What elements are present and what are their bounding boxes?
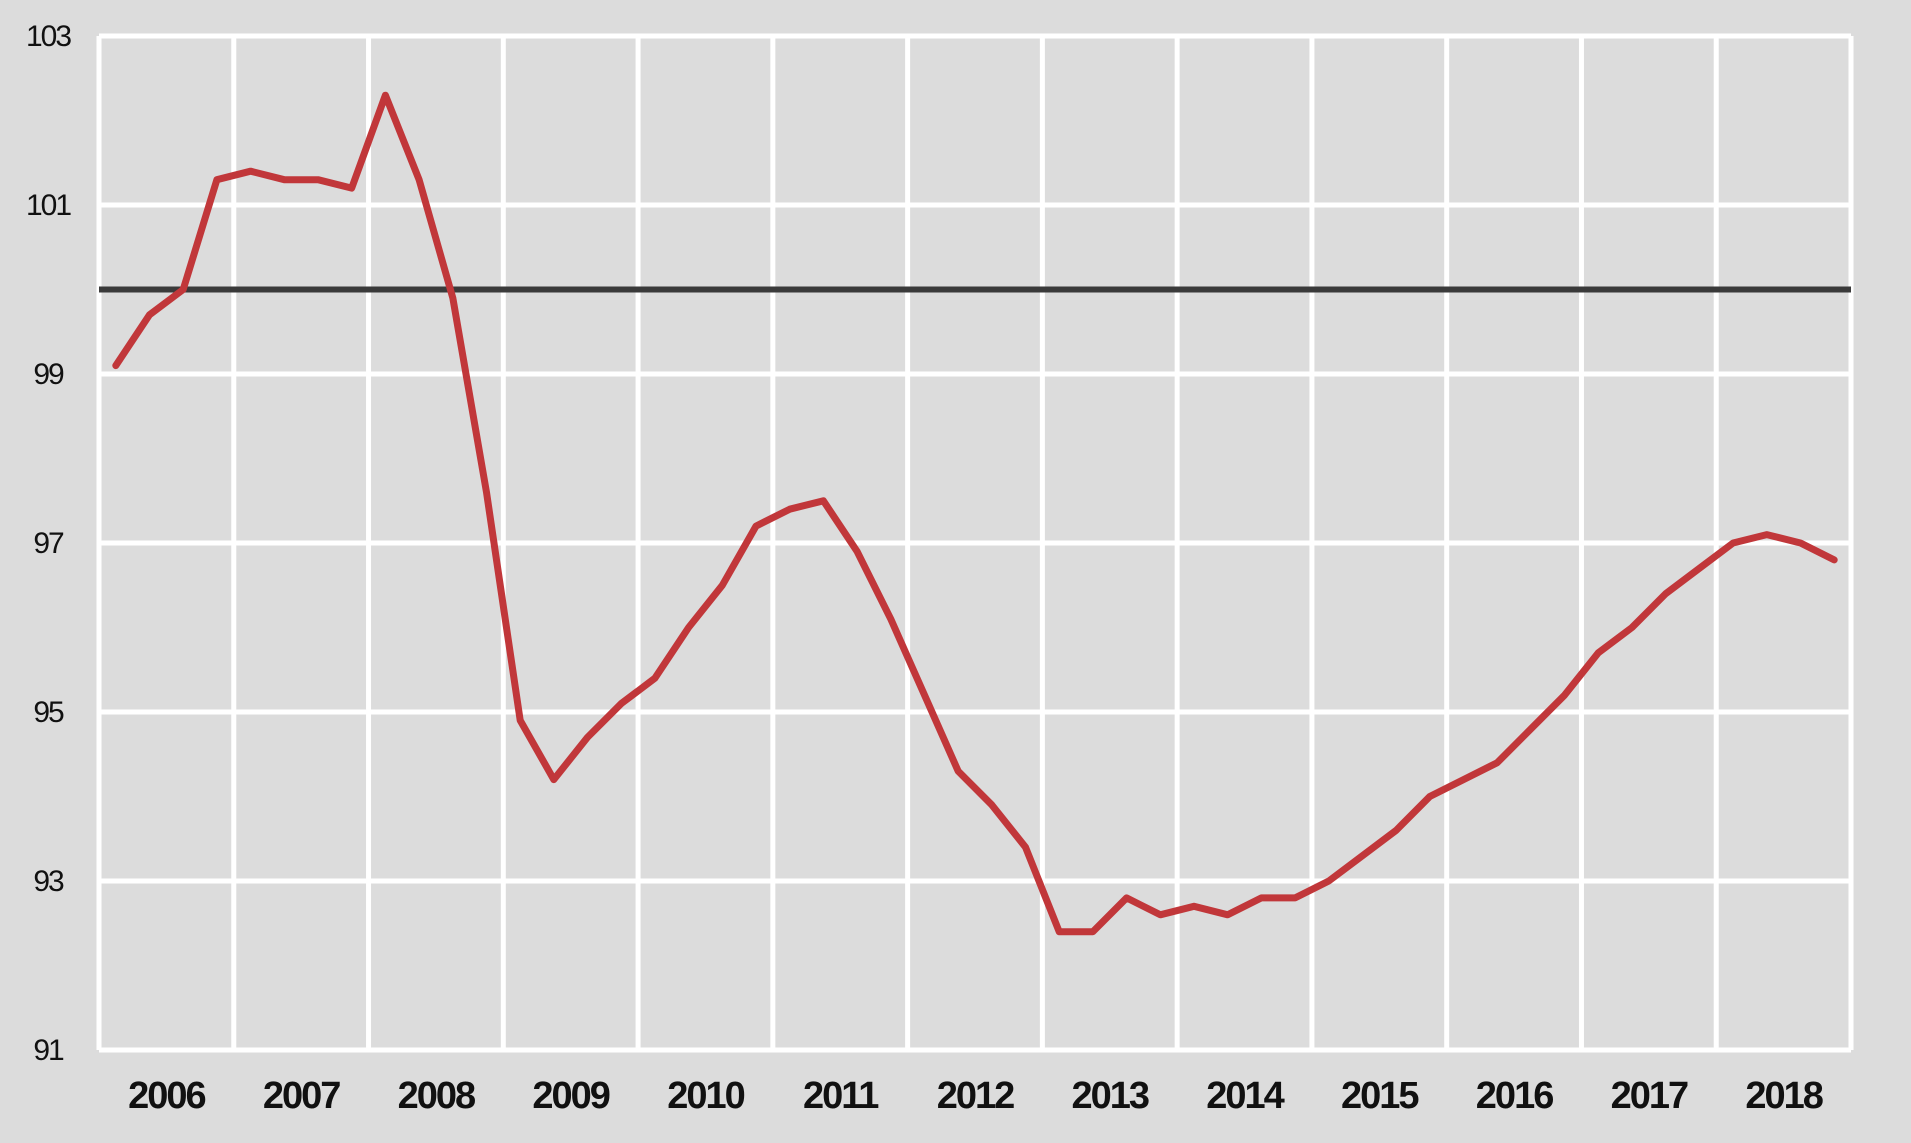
series-line	[112, 91, 1838, 936]
data-point	[688, 627, 689, 628]
y-tick-label: 95	[33, 696, 64, 729]
x-tick-label: 2009	[532, 1075, 609, 1117]
x-tick-label: 2010	[667, 1075, 744, 1117]
data-point	[958, 771, 959, 772]
data-point	[1328, 881, 1329, 882]
x-tick-label: 2016	[1476, 1075, 1553, 1117]
y-tick-label: 93	[33, 865, 64, 898]
data-point	[823, 500, 824, 501]
data-point	[1092, 931, 1093, 932]
data-point	[351, 188, 352, 189]
x-tick-label: 2017	[1611, 1075, 1688, 1117]
data-point	[419, 179, 420, 180]
data-point	[991, 804, 992, 805]
data-point	[1598, 652, 1599, 653]
data-point	[1530, 728, 1531, 729]
data-point	[1834, 559, 1835, 560]
data-point	[553, 779, 554, 780]
data-point	[250, 171, 251, 172]
data-point	[1194, 906, 1195, 907]
x-tick-label: 2018	[1745, 1075, 1822, 1117]
data-point	[1160, 914, 1161, 915]
data-point	[1632, 627, 1633, 628]
x-tick-label: 2008	[398, 1075, 475, 1117]
x-tick-label: 2011	[803, 1075, 879, 1117]
data-point	[115, 365, 116, 366]
data-point	[1396, 830, 1397, 831]
data-point	[857, 551, 858, 552]
data-point	[318, 179, 319, 180]
y-tick-label: 101	[26, 189, 71, 222]
data-point	[722, 585, 723, 586]
data-point	[924, 695, 925, 696]
data-point	[1665, 593, 1666, 594]
data-point	[216, 179, 217, 180]
x-tick-label: 2012	[937, 1075, 1014, 1117]
y-axis-tick-labels: 91 93 95 97 99 101 103	[26, 20, 73, 1067]
data-point	[1800, 543, 1801, 544]
data-point	[587, 737, 588, 738]
data-point	[890, 619, 891, 620]
data-point	[1463, 779, 1464, 780]
data-point	[1564, 695, 1565, 696]
data-point	[1025, 847, 1026, 848]
data-point	[1362, 855, 1363, 856]
y-tick-label: 103	[26, 20, 71, 53]
data-point	[1429, 796, 1430, 797]
data-point	[1261, 897, 1262, 898]
data-point	[183, 289, 184, 290]
data-point	[1295, 897, 1296, 898]
series-layer	[112, 91, 1838, 936]
x-tick-label: 2015	[1341, 1075, 1419, 1117]
y-tick-label: 91	[33, 1034, 64, 1067]
x-axis-tick-labels: 2006 2007 2008 2009 2010 2011 2012 2013 2014 2015…	[128, 1075, 1825, 1117]
data-point	[654, 678, 655, 679]
x-tick-label: 2007	[263, 1075, 340, 1117]
data-point	[486, 492, 487, 493]
data-point	[385, 95, 386, 96]
y-tick-label: 99	[33, 358, 64, 391]
data-point	[1699, 568, 1700, 569]
data-point	[756, 526, 757, 527]
y-tick-label: 97	[33, 527, 64, 560]
data-point	[452, 297, 453, 298]
data-point	[789, 509, 790, 510]
x-tick-label: 2013	[1071, 1075, 1148, 1117]
data-point	[520, 720, 521, 721]
data-point	[621, 703, 622, 704]
data-point	[1497, 762, 1498, 763]
x-tick-label: 2014	[1206, 1075, 1284, 1117]
data-point	[1766, 534, 1767, 535]
data-point	[1227, 914, 1228, 915]
data-point	[1733, 543, 1734, 544]
x-tick-label: 2006	[128, 1075, 205, 1117]
data-point	[1126, 897, 1127, 898]
data-point	[1059, 931, 1060, 932]
data-point	[284, 179, 285, 180]
data-point	[149, 314, 150, 315]
